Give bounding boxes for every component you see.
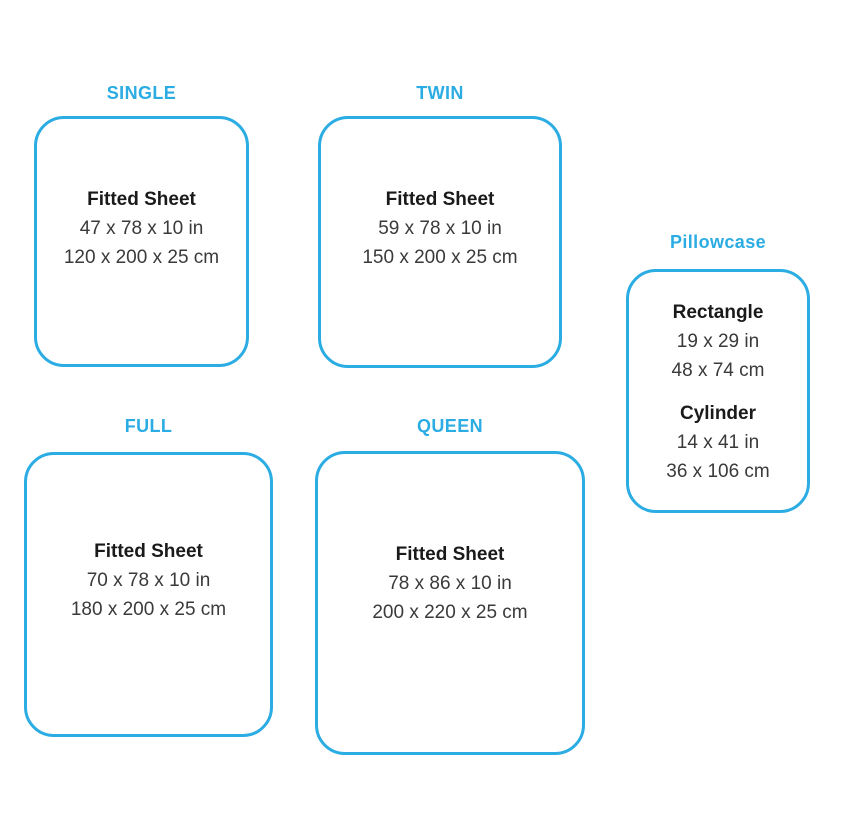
size-label-single: SINGLE [106, 83, 177, 103]
spec-cm-rectangle: 48 x 74 cm [671, 360, 765, 381]
spec-cm-cylinder: 36 x 106 cm [666, 461, 770, 482]
spec-separator [626, 385, 810, 399]
size-box-pillowcase [626, 269, 810, 513]
spec-stack-pillowcase: Rectangle 19 x 29 in 48 x 74 cm Cylinder… [626, 298, 810, 486]
spec-name: Fitted Sheet [94, 541, 203, 562]
spec-name: Fitted Sheet [395, 544, 505, 565]
size-label-twin: TWIN [416, 83, 464, 103]
spec-name-rectangle: Rectangle [672, 302, 764, 323]
spec-stack-queen: Fitted Sheet 78 x 86 x 10 in 200 x 220 x… [315, 540, 585, 627]
spec-inches: 59 x 78 x 10 in [378, 218, 502, 239]
size-box-twin [318, 116, 562, 368]
spec-cm: 200 x 220 x 25 cm [372, 602, 528, 623]
spec-inches-rectangle: 19 x 29 in [676, 331, 760, 352]
size-box-queen [315, 451, 585, 755]
spec-inches: 78 x 86 x 10 in [388, 573, 512, 594]
spec-name: Fitted Sheet [87, 189, 196, 210]
spec-stack-twin: Fitted Sheet 59 x 78 x 10 in 150 x 200 x… [318, 185, 562, 272]
size-box-full [24, 452, 273, 737]
spec-inches: 47 x 78 x 10 in [79, 218, 204, 239]
spec-cm: 180 x 200 x 25 cm [70, 599, 227, 620]
spec-inches-cylinder: 14 x 41 in [676, 432, 760, 453]
size-label-full: FULL [124, 416, 173, 436]
size-box-single [34, 116, 249, 367]
spec-cm: 120 x 200 x 25 cm [63, 247, 220, 268]
spec-cm: 150 x 200 x 25 cm [362, 247, 518, 268]
spec-name-cylinder: Cylinder [679, 403, 757, 424]
spec-stack-single: Fitted Sheet 47 x 78 x 10 in 120 x 200 x… [34, 185, 249, 272]
size-label-queen: QUEEN [416, 416, 483, 436]
spec-name: Fitted Sheet [385, 189, 495, 210]
size-label-pillowcase: Pillowcase [669, 232, 767, 252]
spec-inches: 70 x 78 x 10 in [86, 570, 211, 591]
spec-stack-full: Fitted Sheet 70 x 78 x 10 in 180 x 200 x… [24, 537, 273, 624]
